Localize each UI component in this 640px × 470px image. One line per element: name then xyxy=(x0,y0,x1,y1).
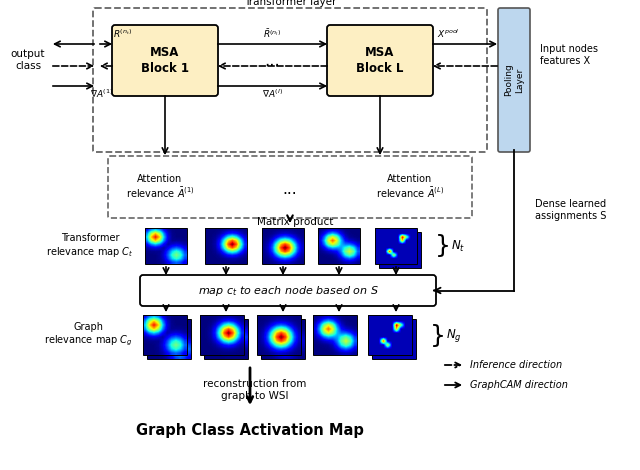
Text: MSA
Block L: MSA Block L xyxy=(356,47,404,75)
Text: MSA
Block 1: MSA Block 1 xyxy=(141,47,189,75)
Bar xyxy=(379,232,421,268)
FancyBboxPatch shape xyxy=(93,8,487,152)
Text: Transformer layer: Transformer layer xyxy=(244,0,336,7)
Text: map $c_t$ to each node based on $S$: map $c_t$ to each node based on $S$ xyxy=(198,283,378,298)
Bar xyxy=(375,228,417,264)
Text: ...: ... xyxy=(283,181,298,196)
Text: Matrix product: Matrix product xyxy=(257,217,333,227)
Text: }: } xyxy=(430,324,446,348)
FancyBboxPatch shape xyxy=(108,156,472,218)
Bar xyxy=(261,319,305,359)
Bar xyxy=(143,315,187,355)
Text: $\nabla A^{(l)}$: $\nabla A^{(l)}$ xyxy=(262,88,283,101)
Text: Inference direction: Inference direction xyxy=(470,360,562,370)
Text: output
class: output class xyxy=(11,49,45,71)
Bar xyxy=(200,315,244,355)
Text: Transformer
relevance map $C_t$: Transformer relevance map $C_t$ xyxy=(46,233,134,259)
Bar xyxy=(147,319,191,359)
Text: $R^{(n_t)}$: $R^{(n_t)}$ xyxy=(113,28,132,40)
Bar xyxy=(313,315,357,355)
Text: $N_t$: $N_t$ xyxy=(451,238,465,253)
FancyBboxPatch shape xyxy=(112,25,218,96)
Text: }: } xyxy=(435,234,451,258)
Bar xyxy=(204,319,248,359)
FancyBboxPatch shape xyxy=(140,275,436,306)
Bar xyxy=(318,228,360,264)
FancyBboxPatch shape xyxy=(498,8,530,152)
Text: Input nodes
features X: Input nodes features X xyxy=(540,44,598,66)
Text: Dense learned
assignments S: Dense learned assignments S xyxy=(535,199,606,221)
Bar xyxy=(368,315,412,355)
Text: Attention
relevance $\bar{A}^{(L)}$: Attention relevance $\bar{A}^{(L)}$ xyxy=(376,174,444,200)
Text: Graph
relevance map $C_g$: Graph relevance map $C_g$ xyxy=(44,322,132,348)
Bar xyxy=(145,228,187,264)
Text: ...: ... xyxy=(264,52,280,70)
Text: reconstruction from
graph to WSI: reconstruction from graph to WSI xyxy=(204,379,307,401)
Bar xyxy=(372,319,416,359)
Bar xyxy=(257,315,301,355)
Text: Attention
relevance $\bar{A}^{(1)}$: Attention relevance $\bar{A}^{(1)}$ xyxy=(125,174,195,200)
Text: $\nabla A^{(1)}$: $\nabla A^{(1)}$ xyxy=(90,88,113,101)
Text: Graph Class Activation Map: Graph Class Activation Map xyxy=(136,423,364,438)
Text: $\bar{R}^{(n_l)}$: $\bar{R}^{(n_l)}$ xyxy=(264,27,282,40)
Text: Pooling
Layer: Pooling Layer xyxy=(504,63,524,96)
FancyBboxPatch shape xyxy=(327,25,433,96)
Text: $X^{pool}$: $X^{pool}$ xyxy=(436,28,460,40)
Bar xyxy=(262,228,304,264)
Text: $N_g$: $N_g$ xyxy=(446,328,461,345)
Bar xyxy=(205,228,247,264)
Text: GraphCAM direction: GraphCAM direction xyxy=(470,380,568,390)
